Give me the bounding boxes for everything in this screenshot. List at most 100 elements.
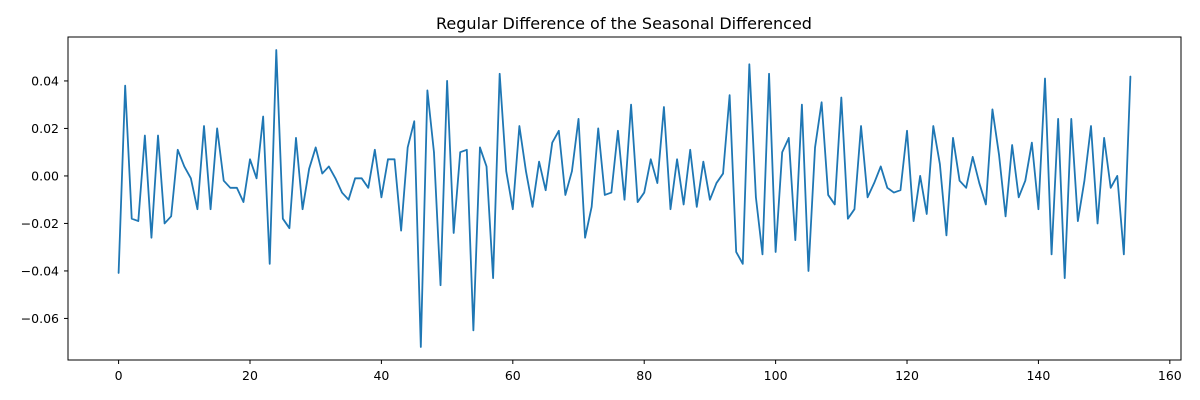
x-tick-label: 20: [242, 368, 258, 383]
data-point: [459, 151, 461, 153]
data-point: [775, 251, 777, 253]
data-point: [571, 170, 573, 172]
data-point: [236, 187, 238, 189]
data-point: [144, 134, 146, 137]
series-line: [117, 49, 1132, 348]
data-point: [499, 73, 501, 75]
data-point: [840, 96, 842, 99]
x-tick-label: 160: [1158, 368, 1182, 383]
data-point: [216, 127, 218, 130]
data-point: [827, 194, 829, 196]
y-tick-label: −0.04: [21, 263, 59, 278]
data-point: [610, 191, 612, 194]
data-point: [1057, 118, 1059, 120]
data-point: [985, 203, 987, 206]
data-point: [1096, 222, 1099, 225]
data-point: [893, 191, 895, 194]
data-point: [1083, 180, 1086, 182]
data-point: [604, 194, 606, 196]
data-point: [623, 199, 626, 201]
data-point: [860, 125, 862, 127]
data-point: [597, 127, 599, 130]
data-point: [229, 187, 231, 189]
data-point: [676, 158, 678, 160]
data-point: [328, 165, 330, 168]
data-point: [301, 208, 304, 210]
y-tick-label: −0.02: [21, 216, 59, 231]
data-point: [1011, 144, 1013, 146]
data-point: [551, 142, 553, 144]
data-point: [709, 199, 711, 201]
data-point: [807, 270, 810, 272]
data-point: [1037, 208, 1040, 210]
data-point: [886, 187, 888, 189]
x-tick-label: 140: [1026, 368, 1050, 383]
data-point: [932, 125, 934, 127]
data-point: [958, 180, 961, 182]
data-point: [190, 177, 192, 179]
data-point: [117, 272, 120, 274]
data-point: [157, 134, 159, 137]
data-point: [282, 218, 284, 220]
data-point: [689, 149, 691, 151]
data-point: [485, 165, 488, 168]
data-point: [492, 277, 494, 279]
data-point: [1044, 77, 1046, 80]
data-point: [696, 206, 698, 208]
data-point: [150, 237, 153, 239]
x-axis-ticks: 0 20 40 60 80 100 120 140 160: [115, 360, 1182, 383]
data-point: [1103, 137, 1105, 139]
data-point: [446, 80, 448, 82]
data-point: [729, 94, 731, 96]
x-tick-label: 60: [505, 368, 521, 383]
data-point: [1050, 253, 1053, 255]
data-point: [847, 218, 849, 220]
data-point: [413, 120, 415, 122]
data-point: [439, 284, 442, 286]
data-point: [1129, 75, 1132, 77]
data-point: [275, 49, 277, 51]
data-point: [1116, 175, 1118, 177]
x-tick-label: 80: [636, 368, 652, 383]
data-point: [183, 165, 185, 168]
data-point: [683, 203, 685, 206]
data-point: [308, 168, 310, 170]
data-point: [643, 191, 645, 194]
data-point: [834, 203, 836, 206]
data-point: [124, 85, 126, 87]
data-point: [814, 146, 816, 149]
data-point: [663, 106, 665, 108]
data-point: [393, 158, 396, 160]
data-point: [249, 158, 251, 160]
data-point: [1090, 125, 1092, 127]
data-point: [637, 201, 639, 203]
data-point: [794, 239, 796, 241]
data-point: [466, 149, 468, 151]
data-point: [170, 215, 172, 217]
data-point: [512, 208, 514, 210]
y-tick-label: −0.06: [21, 311, 59, 326]
data-point: [972, 156, 974, 158]
data-point: [177, 149, 179, 151]
data-point: [209, 208, 212, 210]
data-point: [374, 149, 376, 151]
x-tick-label: 120: [895, 368, 919, 383]
data-point: [137, 220, 139, 222]
data-point: [919, 175, 921, 177]
data-point: [564, 194, 566, 196]
data-point: [518, 125, 520, 127]
data-point: [1024, 180, 1026, 182]
data-point: [650, 158, 652, 160]
data-point: [755, 196, 757, 198]
data-point: [617, 130, 619, 132]
data-point: [735, 251, 737, 253]
data-point: [945, 234, 948, 236]
series-layer: [117, 49, 1132, 348]
data-point: [558, 130, 560, 132]
data-point: [361, 177, 363, 179]
data-point: [1123, 253, 1125, 255]
data-point: [899, 189, 902, 191]
data-point: [472, 329, 474, 331]
data-point: [545, 189, 547, 191]
data-point: [1110, 187, 1112, 189]
